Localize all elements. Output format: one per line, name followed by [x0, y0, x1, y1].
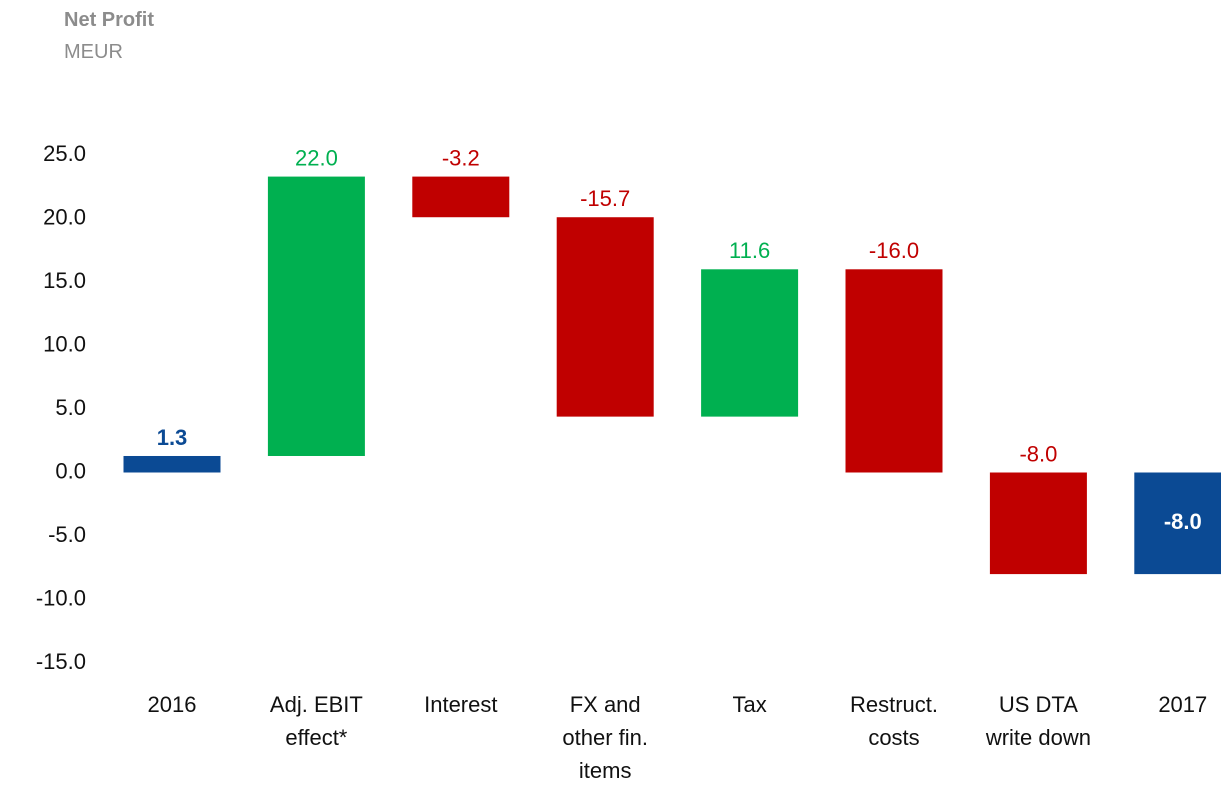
y-tick-label: 10.0 — [43, 331, 86, 356]
y-tick-label: -5.0 — [48, 522, 86, 547]
x-tick-label: Interest — [424, 692, 498, 717]
y-tick-label: -15.0 — [36, 649, 86, 674]
bar — [267, 176, 365, 456]
y-tick-label: 25.0 — [43, 141, 86, 166]
bar — [989, 472, 1087, 575]
y-tick-label: 5.0 — [55, 395, 86, 420]
data-label: -15.7 — [580, 186, 630, 211]
x-tick-label: 2016 — [147, 692, 197, 717]
bar — [556, 217, 654, 417]
data-label: -3.2 — [442, 145, 480, 170]
bar — [845, 269, 943, 473]
chart-subtitle: MEUR — [64, 41, 123, 63]
data-label: 11.6 — [729, 238, 770, 263]
x-tick-label: Tax — [732, 692, 767, 717]
bar — [412, 176, 510, 218]
data-label: 1.3 — [157, 425, 188, 450]
data-label: -8.0 — [1164, 509, 1202, 534]
x-tick-label: FX and other fin. items — [562, 692, 648, 783]
bar — [701, 269, 799, 417]
y-tick-label: -10.0 — [36, 585, 86, 610]
y-tick-label: 20.0 — [43, 204, 86, 229]
bar — [1134, 472, 1221, 575]
x-tick-label: Restruct. costs — [849, 692, 939, 750]
bar — [123, 455, 221, 473]
data-label: -8.0 — [1019, 441, 1057, 466]
y-tick-label: 15.0 — [43, 268, 86, 293]
x-tick-label: US DTA write down — [985, 692, 1091, 750]
y-tick-label: 0.0 — [55, 458, 86, 483]
data-label: 22.0 — [295, 145, 338, 170]
chart-title: Net Profit — [64, 9, 154, 31]
x-tick-label: 2017 — [1158, 692, 1208, 717]
data-label: -16.0 — [869, 238, 919, 263]
x-tick-label: Adj. EBIT effect* — [269, 692, 363, 750]
